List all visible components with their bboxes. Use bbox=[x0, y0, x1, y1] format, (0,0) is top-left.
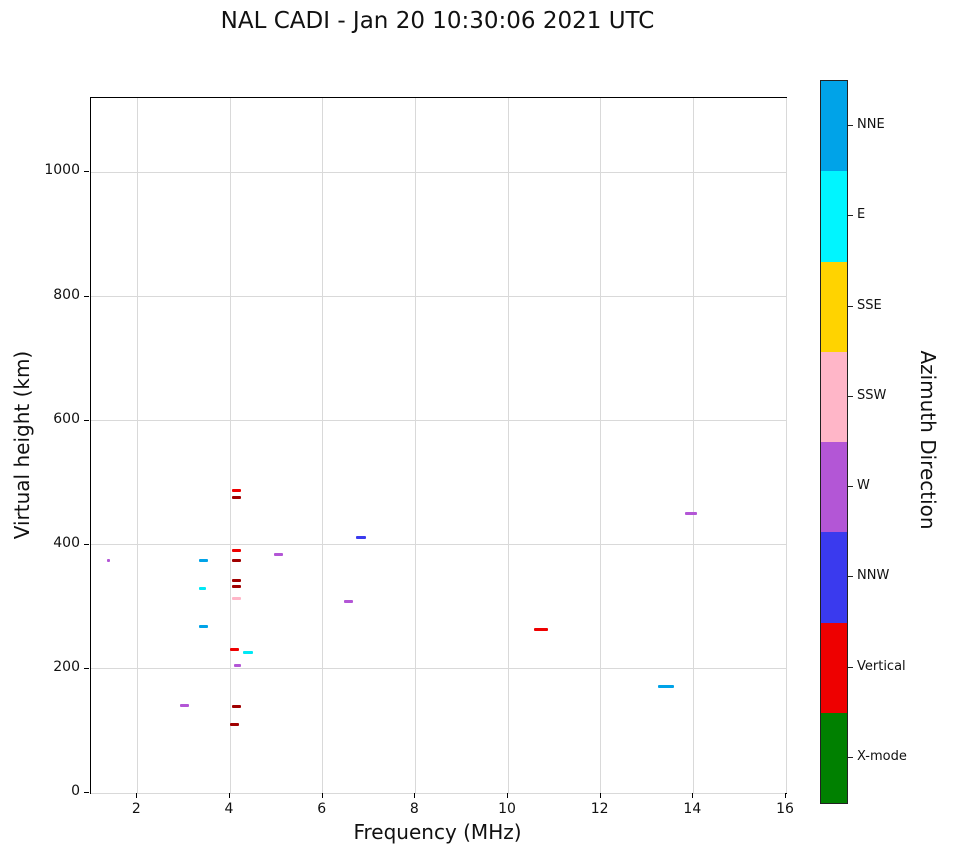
x-gridline bbox=[136, 98, 138, 793]
x-tick-label: 4 bbox=[224, 801, 234, 817]
colorbar-segment-nne bbox=[821, 81, 847, 172]
y-tick-label: 800 bbox=[53, 286, 80, 303]
data-point-vertical bbox=[231, 488, 241, 492]
y-tick bbox=[84, 419, 89, 421]
colorbar-tick bbox=[848, 215, 853, 217]
y-gridline bbox=[91, 668, 786, 670]
colorbar-tick bbox=[848, 395, 853, 397]
x-tick bbox=[507, 793, 508, 798]
colorbar-segment-vertical bbox=[821, 622, 847, 713]
y-axis-label: Virtual height (km) bbox=[10, 350, 34, 540]
data-point-vertical bbox=[232, 579, 242, 583]
data-point-w bbox=[274, 553, 284, 557]
y-gridline bbox=[91, 296, 786, 298]
y-tick bbox=[84, 667, 89, 669]
y-tick-label: 200 bbox=[53, 658, 80, 675]
x-tick-label: 14 bbox=[683, 801, 702, 817]
colorbar-segment-sse bbox=[821, 261, 847, 352]
data-point-w bbox=[234, 664, 242, 668]
data-point-w bbox=[107, 558, 111, 562]
x-gridline bbox=[785, 98, 787, 793]
x-tick bbox=[229, 793, 230, 798]
x-tick-label: 6 bbox=[317, 801, 327, 817]
colorbar-segment-w bbox=[821, 442, 847, 533]
y-tick bbox=[84, 543, 89, 545]
y-tick-label: 1000 bbox=[44, 162, 80, 179]
data-point-vertical bbox=[231, 495, 241, 499]
data-point-nne bbox=[198, 559, 208, 563]
data-point-e bbox=[198, 586, 206, 590]
colorbar-tick bbox=[848, 666, 853, 668]
colorbar-label-vertical: Vertical bbox=[857, 658, 906, 674]
data-point-w bbox=[180, 704, 190, 707]
data-point-vertical bbox=[232, 585, 242, 589]
colorbar-label-e: E bbox=[857, 207, 866, 223]
x-tick bbox=[321, 793, 323, 798]
x-tick bbox=[692, 793, 694, 798]
x-axis-label: Frequency (MHz) bbox=[353, 820, 522, 844]
colorbar-label-sse: SSE bbox=[857, 297, 882, 313]
y-tick bbox=[84, 171, 89, 173]
y-tick-label: 600 bbox=[53, 410, 80, 427]
azimuth-colorbar bbox=[820, 80, 848, 804]
y-tick-label: 400 bbox=[53, 534, 80, 551]
colorbar-label-ssw: SSW bbox=[857, 387, 887, 403]
colorbar-label-w: W bbox=[857, 478, 870, 494]
y-tick bbox=[84, 792, 89, 793]
y-gridline bbox=[91, 544, 786, 546]
colorbar-segment-x-mode bbox=[821, 712, 847, 803]
colorbar-segment-e bbox=[821, 171, 847, 262]
data-point-nnw bbox=[355, 536, 366, 540]
x-gridline bbox=[600, 98, 602, 793]
data-point-vertical bbox=[231, 549, 241, 553]
x-gridline bbox=[414, 98, 416, 793]
y-gridline bbox=[91, 420, 786, 422]
data-point-vertical bbox=[232, 704, 242, 708]
colorbar-tick bbox=[848, 576, 853, 578]
data-point-w bbox=[343, 599, 353, 603]
data-point-vertical bbox=[232, 559, 242, 563]
data-point-nne bbox=[198, 625, 208, 629]
colorbar-label-x-mode: X-mode bbox=[857, 748, 907, 764]
y-tick bbox=[84, 295, 89, 297]
data-point-vertical bbox=[534, 627, 549, 631]
colorbar-label-nnw: NNW bbox=[857, 568, 890, 584]
colorbar-label-nne: NNE bbox=[857, 117, 885, 133]
x-tick bbox=[785, 793, 786, 798]
plot-area bbox=[90, 97, 787, 794]
x-gridline bbox=[229, 98, 231, 793]
x-gridline bbox=[322, 98, 324, 793]
y-gridline bbox=[91, 171, 786, 173]
colorbar-tick bbox=[848, 125, 853, 127]
y-gridline bbox=[91, 792, 786, 794]
chart-title: NAL CADI - Jan 20 10:30:06 2021 UTC bbox=[220, 8, 655, 34]
x-tick-label: 2 bbox=[131, 801, 141, 817]
data-point-vertical bbox=[230, 647, 240, 651]
colorbar-axis-label: Azimuth Direction bbox=[916, 350, 940, 530]
data-point-e bbox=[242, 651, 253, 655]
x-tick-label: 10 bbox=[498, 801, 516, 817]
x-tick bbox=[599, 793, 601, 798]
x-tick-label: 12 bbox=[590, 801, 609, 817]
data-point-w bbox=[685, 512, 698, 516]
colorbar-segment-nnw bbox=[821, 532, 847, 623]
x-tick-label: 8 bbox=[409, 801, 419, 817]
colorbar-tick bbox=[848, 756, 853, 758]
data-point-ssw bbox=[232, 597, 242, 601]
colorbar-tick bbox=[848, 305, 853, 307]
colorbar-segment-ssw bbox=[821, 351, 847, 442]
y-tick-label: 0 bbox=[71, 783, 80, 799]
x-tick-label: 16 bbox=[776, 801, 794, 817]
data-point-vertical bbox=[230, 722, 240, 726]
x-gridline bbox=[507, 98, 509, 793]
x-gridline bbox=[692, 98, 694, 793]
x-tick bbox=[136, 793, 138, 798]
data-point-nne bbox=[658, 685, 675, 689]
x-tick bbox=[414, 793, 416, 798]
colorbar-tick bbox=[848, 486, 853, 488]
